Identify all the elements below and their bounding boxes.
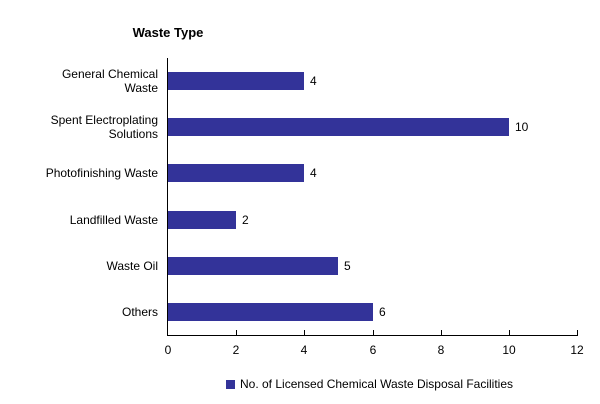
bar xyxy=(168,303,373,321)
x-tick-label: 6 xyxy=(369,343,377,357)
category-label: Others xyxy=(121,305,158,319)
axis-tick xyxy=(236,330,237,335)
category-label: Landfilled Waste xyxy=(69,213,158,227)
bar xyxy=(168,72,304,90)
value-label: 2 xyxy=(242,213,249,227)
value-label: 4 xyxy=(310,166,317,180)
bar xyxy=(168,118,509,136)
value-label: 4 xyxy=(310,74,317,88)
axis-tick xyxy=(304,330,305,335)
x-tick-label: 8 xyxy=(437,343,445,357)
x-tick-label: 10 xyxy=(502,343,516,357)
bar xyxy=(168,257,338,275)
legend: No. of Licensed Chemical Waste Disposal … xyxy=(226,377,513,391)
axis-tick xyxy=(373,330,374,335)
x-tick-label: 12 xyxy=(570,343,584,357)
legend-label: No. of Licensed Chemical Waste Disposal … xyxy=(240,377,513,391)
plot-area: 4 10 4 2 5 6 xyxy=(167,58,578,336)
axis-tick xyxy=(441,330,442,335)
category-label: Waste Oil xyxy=(106,259,158,273)
axis-tick xyxy=(577,330,578,335)
axis-tick xyxy=(509,330,510,335)
bar xyxy=(168,211,236,229)
chart-title: Waste Type xyxy=(132,25,204,40)
x-tick-label: 4 xyxy=(300,343,308,357)
category-label: Photofinishing Waste xyxy=(45,166,158,180)
value-label: 6 xyxy=(379,305,386,319)
value-label: 10 xyxy=(515,120,529,134)
legend-swatch-icon xyxy=(226,379,235,389)
x-tick-label: 0 xyxy=(164,343,172,357)
x-tick-label: 2 xyxy=(232,343,240,357)
value-label: 5 xyxy=(344,259,351,273)
bar xyxy=(168,164,304,182)
category-label: General Chemical Waste xyxy=(61,67,158,95)
category-label: Spent Electroplating Solutions xyxy=(50,113,158,141)
